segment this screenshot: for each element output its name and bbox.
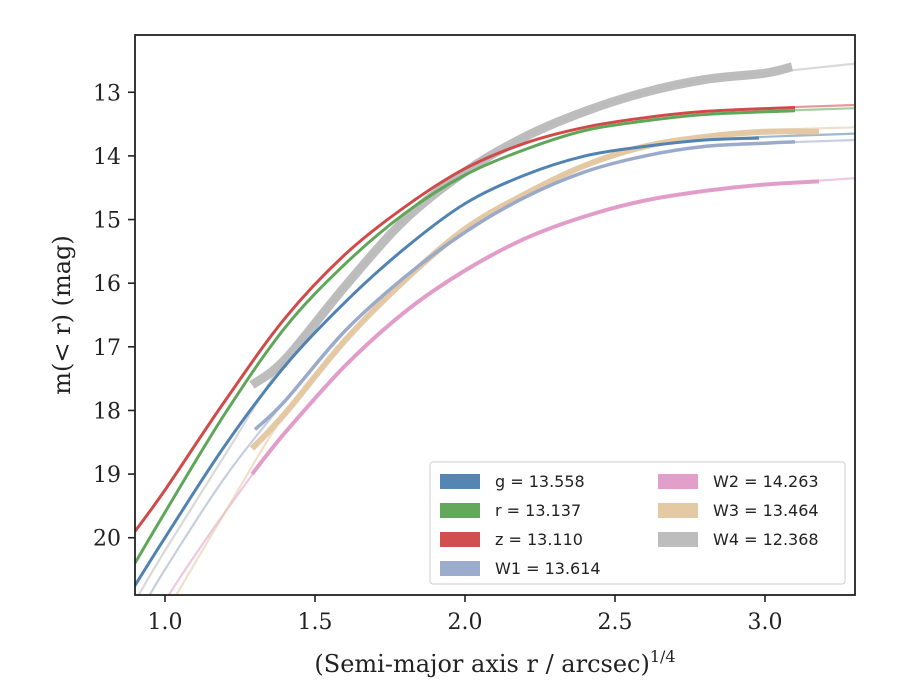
x-tick-label: 2.0: [448, 610, 483, 635]
y-tick-label: 18: [93, 399, 121, 424]
legend-label-r: r = 13.137: [495, 501, 581, 520]
x-axis: 1.0 1.5 2.0 2.5 3.0: [148, 595, 783, 635]
legend-label-w3: W3 = 13.464: [713, 501, 819, 520]
x-tick-label: 1.5: [298, 610, 333, 635]
x-tick-label: 2.5: [598, 610, 633, 635]
legend-swatch-w1: [440, 561, 480, 576]
legend-swatch-g: [440, 474, 480, 489]
legend-swatch-w4: [658, 532, 698, 547]
legend-label-w4: W4 = 12.368: [713, 530, 819, 549]
y-axis-label: m(< r) (mag): [48, 235, 76, 394]
y-tick-label: 19: [93, 463, 121, 488]
y-axis: 13 14 15 16 17 18 19 20: [93, 81, 135, 552]
series-line-w1: [253, 140, 796, 431]
y-tick-label: 14: [93, 145, 121, 170]
y-tick-label: 13: [93, 81, 121, 106]
x-axis-label: (Semi-major axis r / arcsec)1/4: [314, 647, 675, 678]
y-tick-label: 15: [93, 209, 121, 234]
series-line-g: [135, 136, 760, 587]
legend-swatch-w2: [658, 474, 698, 489]
legend-box: [429, 461, 846, 585]
legend-swatch-w3: [658, 503, 698, 518]
legend: g = 13.558 r = 13.137 z = 13.110 W1 = 13.61…: [429, 461, 846, 585]
legend-label-z: z = 13.110: [495, 530, 583, 549]
series-line-w2: [250, 179, 820, 476]
series-line-w4: [249, 62, 794, 389]
x-tick-label: 1.0: [148, 610, 183, 635]
x-tick-label: 3.0: [748, 610, 783, 635]
series-line-r: [135, 109, 796, 564]
y-tick-label: 17: [93, 336, 121, 361]
legend-label-g: g = 13.558: [495, 472, 585, 491]
series-line-z: [135, 106, 796, 533]
series-line-w3: [249, 128, 820, 451]
y-tick-label: 20: [93, 527, 121, 552]
legend-swatch-z: [440, 532, 480, 547]
legend-swatch-r: [440, 503, 480, 518]
y-tick-label: 16: [93, 272, 121, 297]
legend-label-w1: W1 = 13.614: [495, 559, 601, 578]
series-layer: [135, 62, 855, 595]
plot-frame: [134, 34, 856, 596]
legend-label-w2: W2 = 14.263: [713, 472, 819, 491]
